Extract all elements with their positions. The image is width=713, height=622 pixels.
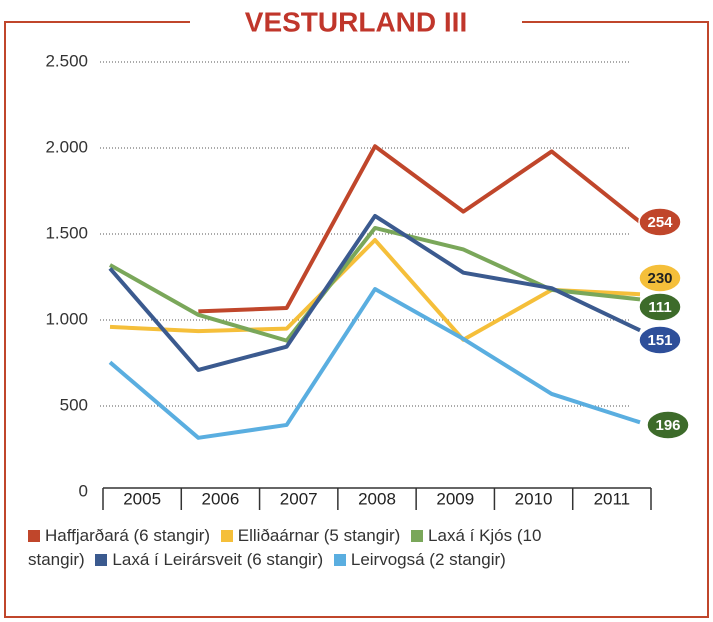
x-tick-label: 2006	[202, 489, 240, 508]
chart-title: VESTURLAND III	[245, 6, 467, 37]
badge-label: 111	[648, 299, 671, 316]
badge-label: 254	[647, 214, 673, 231]
series-line	[108, 213, 641, 372]
legend-item: Leirvogsá (2 stangir)	[333, 550, 506, 569]
x-tick-label: 2008	[358, 489, 396, 508]
series-line	[109, 225, 641, 343]
legend-item: Laxá í Leirársveit (6 stangir)	[95, 550, 323, 569]
legend-swatch	[95, 554, 108, 566]
value-badge	[638, 292, 682, 322]
legend-item: Elliðaárnar (5 stangir)	[220, 526, 401, 545]
x-tick-label: 2010	[515, 489, 553, 508]
y-tick-label: 1.000	[45, 309, 88, 328]
legend-swatch	[28, 530, 40, 542]
x-tick-label: 2009	[436, 489, 474, 508]
legend-swatch	[411, 530, 424, 542]
legend: Haffjarðará (6 stangir) Elliðaárnar (5 s…	[28, 524, 603, 572]
legend-swatch	[220, 530, 233, 542]
frame	[4, 21, 709, 618]
legend-label: Haffjarðará (6 stangir)	[45, 526, 211, 545]
value-badge	[638, 325, 682, 355]
y-tick-label: 500	[60, 395, 88, 414]
x-tick-label: 2011	[594, 489, 631, 508]
y-tick-label: 2.000	[45, 137, 88, 156]
legend-label: Elliðaárnar (5 stangir)	[237, 526, 401, 545]
value-badge	[638, 263, 682, 293]
legend-item: Laxá í Kjós (10 stangir)	[28, 526, 541, 569]
legend-label: Leirvogsá (2 stangir)	[350, 550, 506, 569]
legend-item: Haffjarðará (6 stangir)	[28, 526, 210, 545]
value-badge	[646, 410, 690, 440]
badge-label: 230	[647, 270, 672, 287]
x-tick-label: 2005	[123, 489, 161, 508]
legend-label: Laxá í Kjós (10 stangir)	[28, 526, 542, 569]
y-tick-label: 2.500	[45, 51, 88, 70]
y-tick-label: 0	[79, 481, 88, 500]
badge-label: 151	[647, 332, 672, 349]
badge-label: 196	[655, 417, 680, 434]
value-badge	[638, 207, 682, 237]
legend-label: Laxá í Leirársveit (6 stangir)	[112, 550, 324, 569]
y-tick-label: 1.500	[45, 223, 88, 242]
series-line	[198, 144, 642, 314]
legend-swatch	[333, 554, 346, 566]
series-line	[108, 287, 641, 440]
x-tick-label: 2007	[280, 489, 318, 508]
